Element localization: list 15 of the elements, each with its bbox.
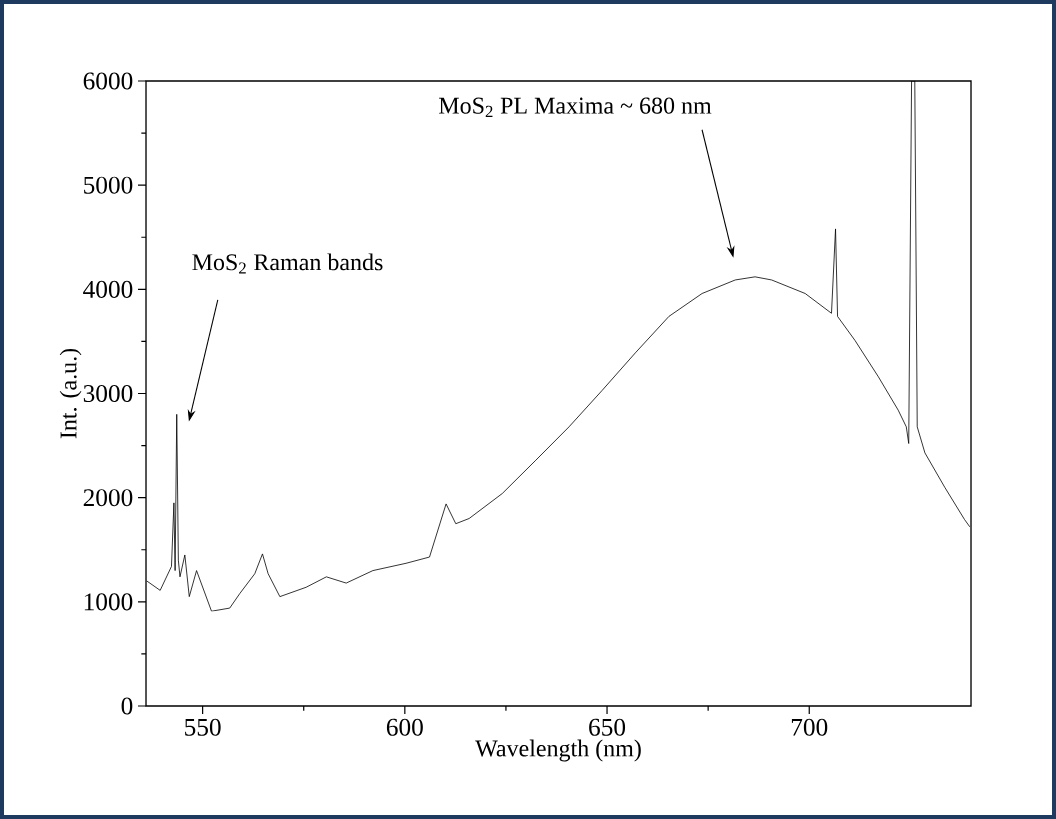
- x-axis-title: Wavelength (nm): [475, 739, 641, 762]
- x-tick-label: 550: [185, 718, 221, 736]
- annotation: MoS$_{2}$ PL Maxima ~ 680 nm: [439, 97, 712, 117]
- y-tick-label: 5000: [84, 176, 133, 194]
- y-axis-title: Int. (a.u.): [59, 348, 82, 439]
- y-tick-label: 6000: [83, 72, 133, 90]
- annotation: MoS$_{2}$ Raman bands: [192, 253, 383, 274]
- y-tick-label: 2000: [83, 489, 133, 507]
- y-tick-label: 4000: [83, 280, 133, 298]
- x-tick-label: 650: [589, 718, 626, 736]
- y-tick-label: 1000: [84, 593, 133, 611]
- y-tick-label: 3000: [83, 384, 133, 403]
- x-tick-label: 700: [791, 718, 828, 736]
- y-tick-label: 0: [121, 697, 133, 715]
- x-tick-label: 600: [386, 718, 423, 736]
